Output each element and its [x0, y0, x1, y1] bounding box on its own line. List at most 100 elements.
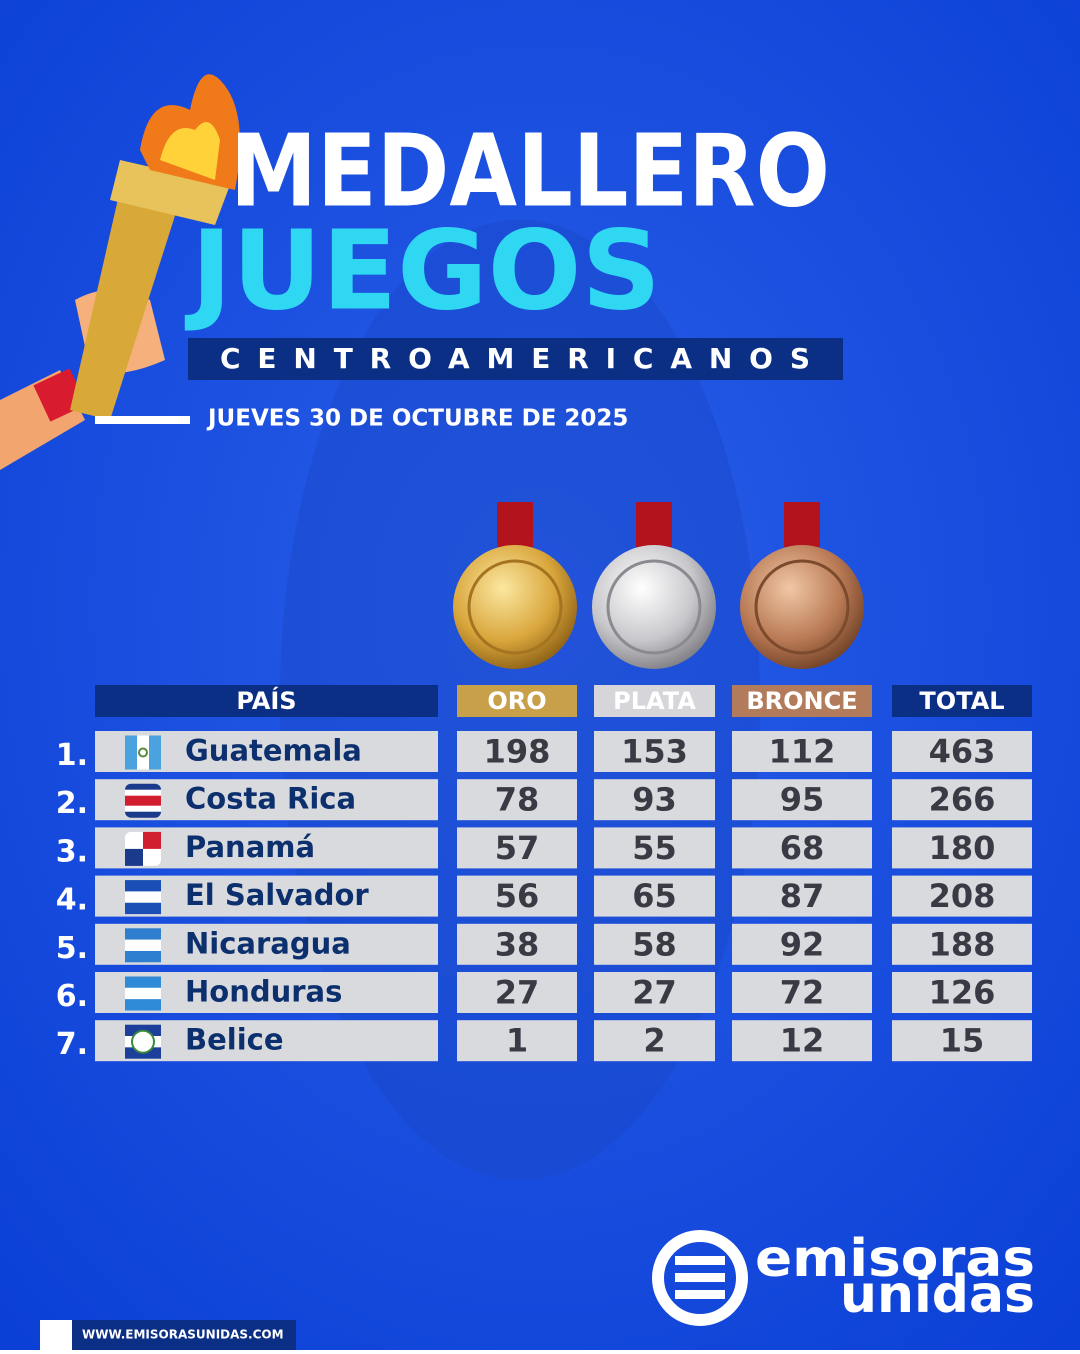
medal-count: 188	[929, 925, 996, 963]
rank: 5.	[56, 931, 88, 966]
medal-count: 153	[621, 733, 688, 771]
medal-count: 27	[632, 974, 677, 1012]
flag-part	[125, 987, 161, 1000]
flag-part	[149, 735, 161, 770]
column-header: TOTAL	[919, 687, 1004, 715]
medal-count: 68	[780, 829, 825, 867]
cell	[732, 923, 872, 965]
flag-part	[125, 735, 137, 770]
cell	[892, 779, 1032, 821]
rank: 4.	[56, 883, 88, 918]
cell	[594, 827, 715, 869]
medal-count: 112	[769, 733, 836, 771]
medal-count: 58	[632, 925, 677, 963]
logo	[652, 1230, 748, 1326]
cell	[732, 779, 872, 821]
cell	[594, 923, 715, 965]
flag	[125, 735, 161, 770]
cell	[732, 1020, 872, 1062]
rank: 1.	[56, 738, 88, 773]
cell	[457, 972, 577, 1013]
flag-part	[125, 950, 161, 963]
logo-top: emisoras	[755, 1229, 1035, 1289]
country: Belice	[185, 1023, 284, 1057]
medal-count: 95	[780, 781, 825, 819]
medals	[453, 502, 864, 669]
country: Nicaragua	[185, 926, 351, 960]
cell	[892, 923, 1032, 965]
cell	[594, 779, 715, 821]
flag-part	[137, 735, 149, 770]
cell	[457, 731, 577, 772]
logo-bottom: unidas	[840, 1265, 1035, 1325]
medal-count: 38	[495, 925, 540, 963]
flag-part	[125, 976, 161, 988]
cell	[892, 827, 1032, 869]
rank: 6.	[56, 979, 88, 1014]
header-cell	[95, 685, 438, 717]
cell	[457, 923, 577, 965]
cell	[457, 1020, 577, 1062]
medal-count: 1	[506, 1022, 528, 1060]
flag-part	[125, 902, 161, 915]
medal-count: 92	[780, 925, 825, 963]
flag	[125, 976, 161, 1011]
column-header: ORO	[487, 687, 546, 715]
flag	[125, 831, 161, 866]
medal-count: 126	[929, 974, 996, 1012]
medal-count: 93	[632, 781, 677, 819]
column-header: PLATA	[613, 687, 696, 715]
medal-count: 12	[780, 1022, 825, 1060]
column-header: PAÍS	[236, 686, 296, 715]
header-cell	[457, 685, 577, 717]
medal-count: 15	[940, 1022, 985, 1060]
subtitle: JUEGOS	[184, 206, 661, 334]
country: Honduras	[185, 975, 342, 1009]
country: Guatemala	[185, 734, 362, 768]
country: Panamá	[185, 830, 315, 864]
medal-count: 198	[484, 733, 551, 771]
banner-box	[188, 338, 843, 380]
cell	[594, 1020, 715, 1062]
medal-count: 57	[495, 829, 540, 867]
medal-count: 208	[929, 877, 996, 915]
medal-count: 56	[495, 877, 540, 915]
header-cell	[594, 685, 715, 717]
rank: 3.	[56, 834, 88, 869]
medal-count: 55	[632, 829, 677, 867]
cell	[732, 731, 872, 772]
cell	[892, 875, 1032, 917]
medal-count: 72	[780, 974, 825, 1012]
medal-count: 266	[929, 781, 996, 819]
flag-part	[125, 939, 161, 951]
flag-part	[143, 831, 161, 849]
date-rule	[95, 416, 190, 424]
cell	[892, 972, 1032, 1013]
cell	[892, 731, 1032, 772]
medal-count: 180	[929, 829, 996, 867]
website: WWW.EMISORASUNIDAS.COM	[82, 1328, 284, 1342]
cell	[594, 972, 715, 1013]
cell	[457, 827, 577, 869]
flag	[125, 783, 161, 818]
torch-illustration	[0, 74, 240, 470]
header-cell	[892, 685, 1032, 717]
flag-part	[138, 747, 148, 758]
flag-part	[125, 928, 161, 940]
date: JUEVES 30 DE OCTUBRE DE 2025	[206, 406, 628, 432]
flag-part	[125, 848, 143, 866]
title: MEDALLERO	[230, 112, 830, 229]
column-header: BRONCE	[746, 687, 857, 715]
flag	[125, 928, 161, 963]
cell	[732, 827, 872, 869]
cell	[594, 731, 715, 772]
cell	[732, 972, 872, 1013]
medal-count: 65	[632, 877, 677, 915]
flag	[125, 1024, 161, 1059]
cell	[457, 779, 577, 821]
rank: 2.	[56, 786, 88, 821]
rank: 7.	[56, 1027, 88, 1062]
cell	[732, 875, 872, 917]
